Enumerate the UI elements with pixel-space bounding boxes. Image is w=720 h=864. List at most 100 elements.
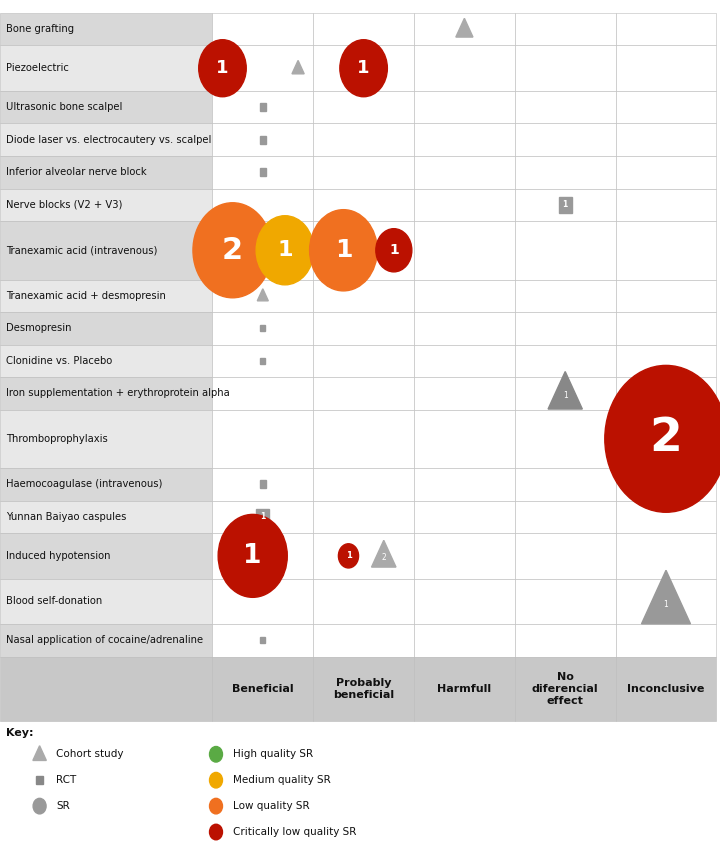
Circle shape [210,798,222,814]
Bar [313,533,414,579]
Polygon shape [257,289,269,301]
Circle shape [605,365,720,512]
Text: 1: 1 [664,600,668,609]
Bar [616,156,716,188]
Bar [0,657,212,721]
Bar [414,156,515,188]
Bar [515,657,616,721]
Bar [0,579,212,624]
Bar [298,246,305,254]
Text: SR: SR [56,801,70,811]
Bar [559,197,572,213]
Text: 1: 1 [357,60,370,77]
Bar [212,280,313,312]
Bar [616,377,716,410]
Bar [313,156,414,188]
Bar [414,124,515,156]
Bar [212,91,313,124]
Bar [616,221,716,280]
Bar [515,280,616,312]
Bar [212,579,313,624]
Bar [212,312,313,345]
Text: Critically low quality SR: Critically low quality SR [233,827,356,837]
Bar [414,657,515,721]
Bar [313,188,414,221]
Bar [0,410,212,468]
Bar [616,624,716,657]
Bar [212,657,313,721]
Bar [0,312,212,345]
Bar [261,358,265,364]
Text: Tranexamic acid + desmopresin: Tranexamic acid + desmopresin [6,291,166,301]
Text: Nasal application of cocaine/adrenaline: Nasal application of cocaine/adrenaline [6,635,203,645]
Text: Yunnan Baiyao caspules: Yunnan Baiyao caspules [6,511,126,522]
Bar [212,345,313,377]
Bar [212,624,313,657]
Bar [414,377,515,410]
Bar [0,345,212,377]
Text: 2: 2 [222,236,243,264]
Bar [313,579,414,624]
Text: RCT: RCT [56,775,76,785]
Text: No
diferencial
effect: No diferencial effect [532,672,598,706]
Polygon shape [642,570,690,624]
Bar [616,124,716,156]
Bar [616,657,716,721]
Bar [414,91,515,124]
Circle shape [338,543,359,568]
Bar [515,624,616,657]
Bar [261,638,265,644]
Bar [212,500,313,533]
Bar [515,579,616,624]
Bar [212,124,313,156]
Bar [616,468,716,500]
Bar [616,312,716,345]
Bar [414,500,515,533]
Circle shape [210,746,222,762]
Bar [515,91,616,124]
Bar [616,46,716,91]
Text: Nerve blocks (V2 + V3): Nerve blocks (V2 + V3) [6,200,122,210]
Text: 1: 1 [563,391,567,400]
Bar [616,13,716,46]
Text: 2: 2 [382,553,386,562]
Bar [261,325,265,331]
Text: 1: 1 [243,543,262,569]
Circle shape [218,514,287,597]
Bar [616,579,716,624]
Bar [260,136,266,143]
Bar [515,377,616,410]
Bar [515,46,616,91]
Text: Inconclusive: Inconclusive [627,684,705,694]
Circle shape [210,772,222,788]
Bar [0,221,212,280]
Bar [616,533,716,579]
Bar [515,156,616,188]
Bar [212,188,313,221]
Bar [0,156,212,188]
Text: Clonidine vs. Placebo: Clonidine vs. Placebo [6,356,112,365]
Bar [515,124,616,156]
Bar [414,624,515,657]
Bar [616,345,716,377]
Bar [616,188,716,221]
Text: Iron supplementation + erythroprotein alpha: Iron supplementation + erythroprotein al… [6,388,230,398]
Bar [212,468,313,500]
Text: Thromboprophylaxis: Thromboprophylaxis [6,434,107,444]
Bar [414,221,515,280]
Bar [0,624,212,657]
Bar [260,168,266,176]
Text: Ultrasonic bone scalpel: Ultrasonic bone scalpel [6,102,122,112]
Text: Tranexamic acid (intravenous): Tranexamic acid (intravenous) [6,245,157,255]
Bar [0,13,212,46]
Circle shape [340,40,387,97]
Bar [0,91,212,124]
Bar [313,500,414,533]
Bar [313,410,414,468]
Text: 1: 1 [389,244,399,257]
Bar [0,500,212,533]
Bar [313,13,414,46]
Text: Beneficial: Beneficial [232,684,294,694]
Circle shape [199,40,246,97]
Polygon shape [456,18,473,37]
